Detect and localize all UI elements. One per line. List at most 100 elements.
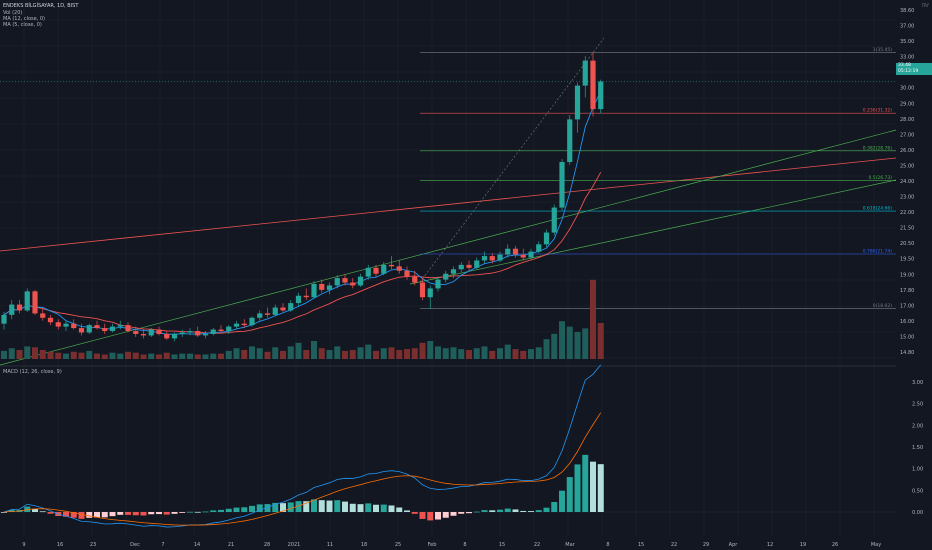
macd-histogram-bar <box>450 512 457 516</box>
macd-histogram-bar <box>504 508 511 512</box>
candle-down <box>419 282 426 298</box>
volume-bar <box>94 353 100 359</box>
volume-bar <box>295 342 302 359</box>
volume-bar <box>1 350 7 359</box>
time-axis[interactable]: 9 16 23 Dec 7 14 21 28 2021 11 18 25 Feb 8 15 22 Mar 8 15 2… <box>22 542 881 548</box>
macd-histogram-bar <box>47 512 54 514</box>
volume-bar <box>8 348 15 359</box>
volume-bar <box>140 354 147 359</box>
time-axis-label: 2021 <box>288 542 301 548</box>
macd-axis[interactable]: 3.00 2.50 2.00 1.50 1.00 0.50 0.00 <box>912 380 923 516</box>
macd-histogram-bar <box>272 502 279 512</box>
macd-histogram-bar <box>590 461 596 512</box>
macd-axis-label: 2.00 <box>912 423 923 429</box>
macd-histogram-bar <box>349 503 356 512</box>
price-axis[interactable]: 38.6037.0035.0033.0031.0030.0029.0028.00… <box>900 8 914 356</box>
macd-histogram-bar <box>597 464 604 512</box>
macd-histogram-bar <box>559 490 565 512</box>
candle-down <box>140 333 147 336</box>
volume-bar <box>241 350 248 359</box>
macd-histogram-bar <box>574 464 581 512</box>
time-axis-label: 14 <box>194 542 200 548</box>
fibonacci-retracement[interactable]: 1(35.45) 0.236(31.32) 0.382(28.76) 0.5(26.7… <box>420 47 896 309</box>
candle-up <box>171 333 178 339</box>
volume-bar <box>466 350 472 359</box>
candle-up <box>334 278 340 286</box>
candle-up <box>559 162 565 208</box>
symbol-title[interactable]: ENDEKS BİLGİSAYAR, 1D, BIST <box>3 3 79 9</box>
volume-bar <box>388 347 395 359</box>
volume-bar <box>210 353 217 359</box>
candle-down <box>520 254 526 258</box>
macd-histogram-bar <box>202 511 209 513</box>
macd-histogram-bar <box>163 512 170 515</box>
candle-up <box>528 251 534 258</box>
volume-bar <box>349 350 356 359</box>
volume-bar <box>373 350 379 359</box>
candle-up <box>179 332 185 334</box>
volume-bar <box>489 350 496 359</box>
volume-bars <box>1 279 604 359</box>
volume-bar <box>163 352 170 359</box>
macd-pane <box>0 364 896 528</box>
candle-up <box>551 207 557 233</box>
candlestick-series[interactable] <box>0 52 896 342</box>
candle-up <box>443 273 449 280</box>
volume-bar <box>194 354 201 359</box>
candle-up <box>536 244 542 252</box>
price-axis-label: 29.00 <box>900 101 914 107</box>
chart-grid <box>0 0 896 536</box>
time-axis-label: 23 <box>90 542 96 548</box>
volume-bar <box>535 347 542 359</box>
macd-histogram-bar <box>148 512 155 515</box>
macd-histogram-bar <box>233 507 240 512</box>
candle-down <box>412 276 418 283</box>
macd-histogram-bar <box>132 512 139 516</box>
macd-histogram-bar <box>373 504 379 512</box>
candle-up <box>202 333 209 336</box>
candle-up <box>365 267 371 277</box>
candle-up <box>598 81 604 110</box>
trendline-support-steep <box>0 129 897 366</box>
volume-bar <box>233 348 240 359</box>
time-axis-label: 16 <box>57 542 63 548</box>
candle-down <box>489 256 495 261</box>
macd-histogram-bar <box>566 477 573 512</box>
indicator-label-volume[interactable]: Vol (20) <box>3 10 23 16</box>
macd-histogram-bar <box>435 512 441 520</box>
volume-bar <box>597 323 604 359</box>
macd-histogram-bar <box>318 500 325 512</box>
volume-bar <box>264 351 271 359</box>
macd-histogram-bar <box>411 512 418 514</box>
candle-up <box>381 264 387 274</box>
volume-bar <box>497 348 503 359</box>
price-axis-label: 28.00 <box>900 117 914 123</box>
macd-histogram-bar <box>171 512 178 514</box>
indicator-label-ma5[interactable]: MA (5, close, 0) <box>3 22 42 28</box>
time-axis-label: 25 <box>395 542 401 548</box>
volume-bar <box>63 353 69 359</box>
candle-down <box>55 322 61 327</box>
candle-up <box>505 248 511 255</box>
candle-up <box>187 331 193 333</box>
price-axis-label: 25.00 <box>900 163 914 169</box>
indicator-label-ma12[interactable]: MA (12, close, 0) <box>3 16 46 22</box>
volume-bar <box>582 328 589 359</box>
volume-bar <box>187 353 193 359</box>
candle-down <box>280 307 286 311</box>
macd-histogram-bar <box>32 508 38 512</box>
volume-bar <box>559 321 565 359</box>
macd-histogram-bar <box>70 512 77 518</box>
macd-histogram-bar <box>365 503 372 512</box>
volume-bar <box>311 341 317 359</box>
time-axis-label: 22 <box>671 542 677 548</box>
candle-up <box>357 276 364 286</box>
volume-bar <box>481 346 488 359</box>
volume-bar <box>396 350 403 359</box>
macd-label[interactable]: MACD (12, 26, close, 9) <box>3 369 62 375</box>
candle-up <box>574 85 581 120</box>
macd-histogram-bar <box>86 512 93 518</box>
candle-down <box>156 329 162 334</box>
price-axis-label: 21.50 <box>900 226 914 232</box>
